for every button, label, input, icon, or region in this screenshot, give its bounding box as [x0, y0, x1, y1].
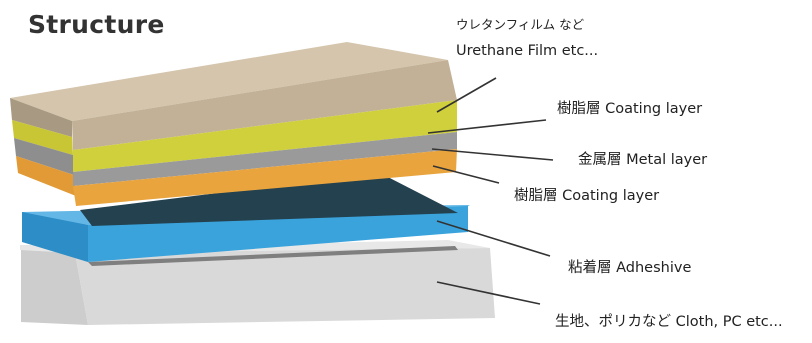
- leader-adhesive: [436, 220, 551, 257]
- label-urethane-en: Urethane Film etc...: [456, 43, 599, 59]
- cloth-layer: [20, 240, 495, 325]
- label-coating-top: 樹脂層 Coating layer: [557, 101, 703, 117]
- page-title: Structure: [28, 10, 165, 39]
- leader-metal: [431, 148, 554, 161]
- dark-panel: [80, 173, 458, 226]
- label-adhesive: 粘着層 Adheshive: [568, 260, 692, 276]
- label-metal: 金属層 Metal layer: [578, 152, 708, 168]
- label-urethane-jp: ウレタンフィルム など: [456, 17, 585, 32]
- leader-cloth: [436, 281, 541, 305]
- leader-urethane: [436, 77, 497, 113]
- leader-coating-top: [427, 119, 547, 134]
- label-coating-bottom: 樹脂層 Coating layer: [514, 188, 660, 204]
- film-stack: [10, 42, 457, 206]
- leader-lines: [427, 77, 554, 305]
- leader-coating-bottom: [432, 165, 500, 184]
- label-cloth: 生地、ポリカなど Cloth, PC etc...: [555, 314, 783, 330]
